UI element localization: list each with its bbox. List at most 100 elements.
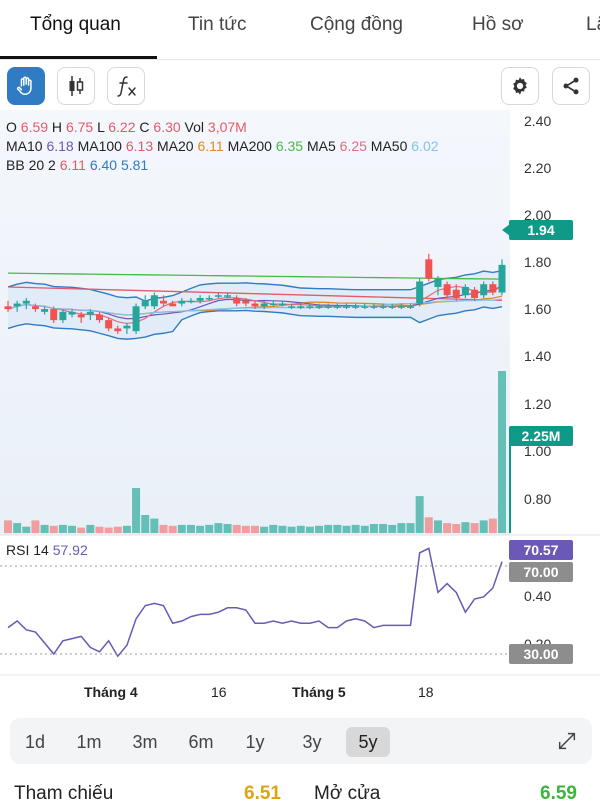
tab-profile[interactable]: Hồ sơ: [472, 14, 524, 35]
volume-bar: [360, 525, 369, 533]
candle-body: [425, 259, 433, 279]
close-value: 6.30: [153, 119, 181, 135]
candle-body: [416, 281, 424, 304]
range-3y[interactable]: 3y: [302, 732, 322, 752]
ohlc-row: O 6.59 H 6.75 L 6.22 C 6.30 Vol 3,07M: [6, 119, 247, 135]
volume-bar: [470, 523, 479, 533]
candle-body: [50, 309, 58, 321]
volume-bar: [177, 524, 186, 533]
range-1m[interactable]: 1m: [76, 732, 102, 752]
candle-body: [22, 300, 30, 304]
range-1d[interactable]: 1d: [24, 732, 46, 752]
candle-body: [269, 303, 277, 306]
price-axis-tick: 1.20: [524, 396, 551, 412]
candle-body: [333, 306, 341, 308]
active-tab-indicator: [0, 56, 157, 59]
candle-body: [407, 306, 415, 308]
settings-button[interactable]: [501, 67, 539, 105]
share-button[interactable]: [552, 67, 590, 105]
range-5y[interactable]: 5y: [346, 727, 390, 757]
x-label-thang-4: Tháng 4: [84, 684, 138, 700]
candle-body: [31, 306, 39, 310]
price-chart[interactable]: 2.40 2.20 2.00 1.80 1.60 1.40 1.20 1.00 0.80 0.40…: [0, 110, 600, 710]
candle-body: [498, 264, 506, 293]
ma10-value: 6.18: [46, 138, 74, 154]
volume-bar: [232, 524, 241, 533]
volume-bar: [278, 525, 287, 533]
candle-body: [489, 284, 497, 293]
expand-button[interactable]: [556, 730, 578, 757]
volume-bar: [40, 524, 49, 533]
candle-body: [388, 306, 396, 308]
candlestick-button[interactable]: [57, 67, 95, 105]
ma20-value: 6.11: [197, 138, 224, 154]
price-axis-tick: 1.60: [524, 301, 551, 317]
volume-bar: [141, 515, 150, 533]
candle-body: [342, 306, 350, 308]
candle-body: [306, 306, 314, 308]
volume-value: 3,07M: [207, 119, 247, 135]
volume-bar: [86, 524, 95, 533]
candle-body: [132, 306, 140, 332]
price-axis-tick: 1.80: [524, 254, 551, 270]
function-icon: [117, 76, 136, 97]
chart-toolbar: [0, 65, 600, 107]
candle-body: [224, 295, 232, 297]
volume-bar: [22, 526, 31, 533]
volume-bar: [31, 520, 40, 533]
candle-body: [160, 300, 168, 304]
candle-body: [68, 311, 76, 315]
volume-bar: [406, 523, 415, 533]
candle-body: [361, 306, 369, 308]
range-1y[interactable]: 1y: [245, 732, 265, 752]
tab-community[interactable]: Cộng đồng: [310, 14, 403, 35]
volume-bar: [333, 524, 342, 533]
gear-icon: [513, 77, 527, 95]
chart-canvas[interactable]: 2.40 2.20 2.00 1.80 1.60 1.40 1.20 1.00 0.80 0.40…: [0, 110, 600, 710]
range-6m[interactable]: 6m: [188, 732, 214, 752]
x-label-thang-5: Tháng 5: [292, 684, 346, 700]
candle-body: [150, 295, 158, 307]
volume-bar: [461, 522, 470, 533]
rsi-overbought-badge: 70.00: [523, 564, 558, 580]
volume-bar: [305, 526, 314, 533]
candle-body: [480, 284, 488, 296]
indicator-button[interactable]: [107, 67, 145, 105]
candle-body: [397, 306, 405, 308]
last-price-badge-arrow: [502, 224, 510, 236]
bollinger-lower-line: [7, 305, 503, 340]
candle-body: [297, 306, 305, 308]
open-value: 6.59: [20, 119, 49, 135]
range-selector: 1d 1m 3m 6m 1y 3y 5y: [10, 718, 592, 764]
volume-bar: [241, 525, 250, 533]
volume-bar: [214, 523, 223, 533]
low-value: 6.22: [108, 119, 136, 135]
volume-bar: [397, 523, 406, 533]
tab-news[interactable]: Tin tức: [188, 14, 247, 35]
candle-body: [324, 306, 332, 308]
volume-bar: [379, 524, 388, 533]
volume-bar: [104, 527, 113, 533]
candle-body: [178, 300, 186, 304]
open-price-value: 6.59: [540, 783, 577, 800]
candle-body: [95, 314, 103, 321]
x-label-18: 18: [418, 684, 434, 700]
volume-bar: [342, 525, 351, 533]
ma-row: MA10 6.18 MA100 6.13 MA20 6.11 MA200 6.3…: [6, 138, 439, 154]
tab-more[interactable]: Lã: [586, 14, 600, 35]
rsi-legend: RSI 14 57.92: [6, 542, 88, 558]
volume-bar: [13, 523, 22, 533]
candle-body: [452, 289, 460, 299]
candle-body: [41, 309, 49, 312]
candle-body: [77, 314, 85, 318]
ma5-value: 6.25: [339, 138, 367, 154]
hand-tool-button[interactable]: [7, 67, 45, 105]
candle-body: [260, 303, 268, 307]
volume-bar: [205, 524, 214, 533]
volume-bar: [68, 525, 77, 533]
tab-overview[interactable]: Tổng quan: [30, 14, 121, 35]
rsi-oversold-badge-bg: [509, 644, 573, 664]
range-3m[interactable]: 3m: [132, 732, 158, 752]
candle-body: [187, 300, 195, 303]
candle-body: [114, 328, 122, 332]
